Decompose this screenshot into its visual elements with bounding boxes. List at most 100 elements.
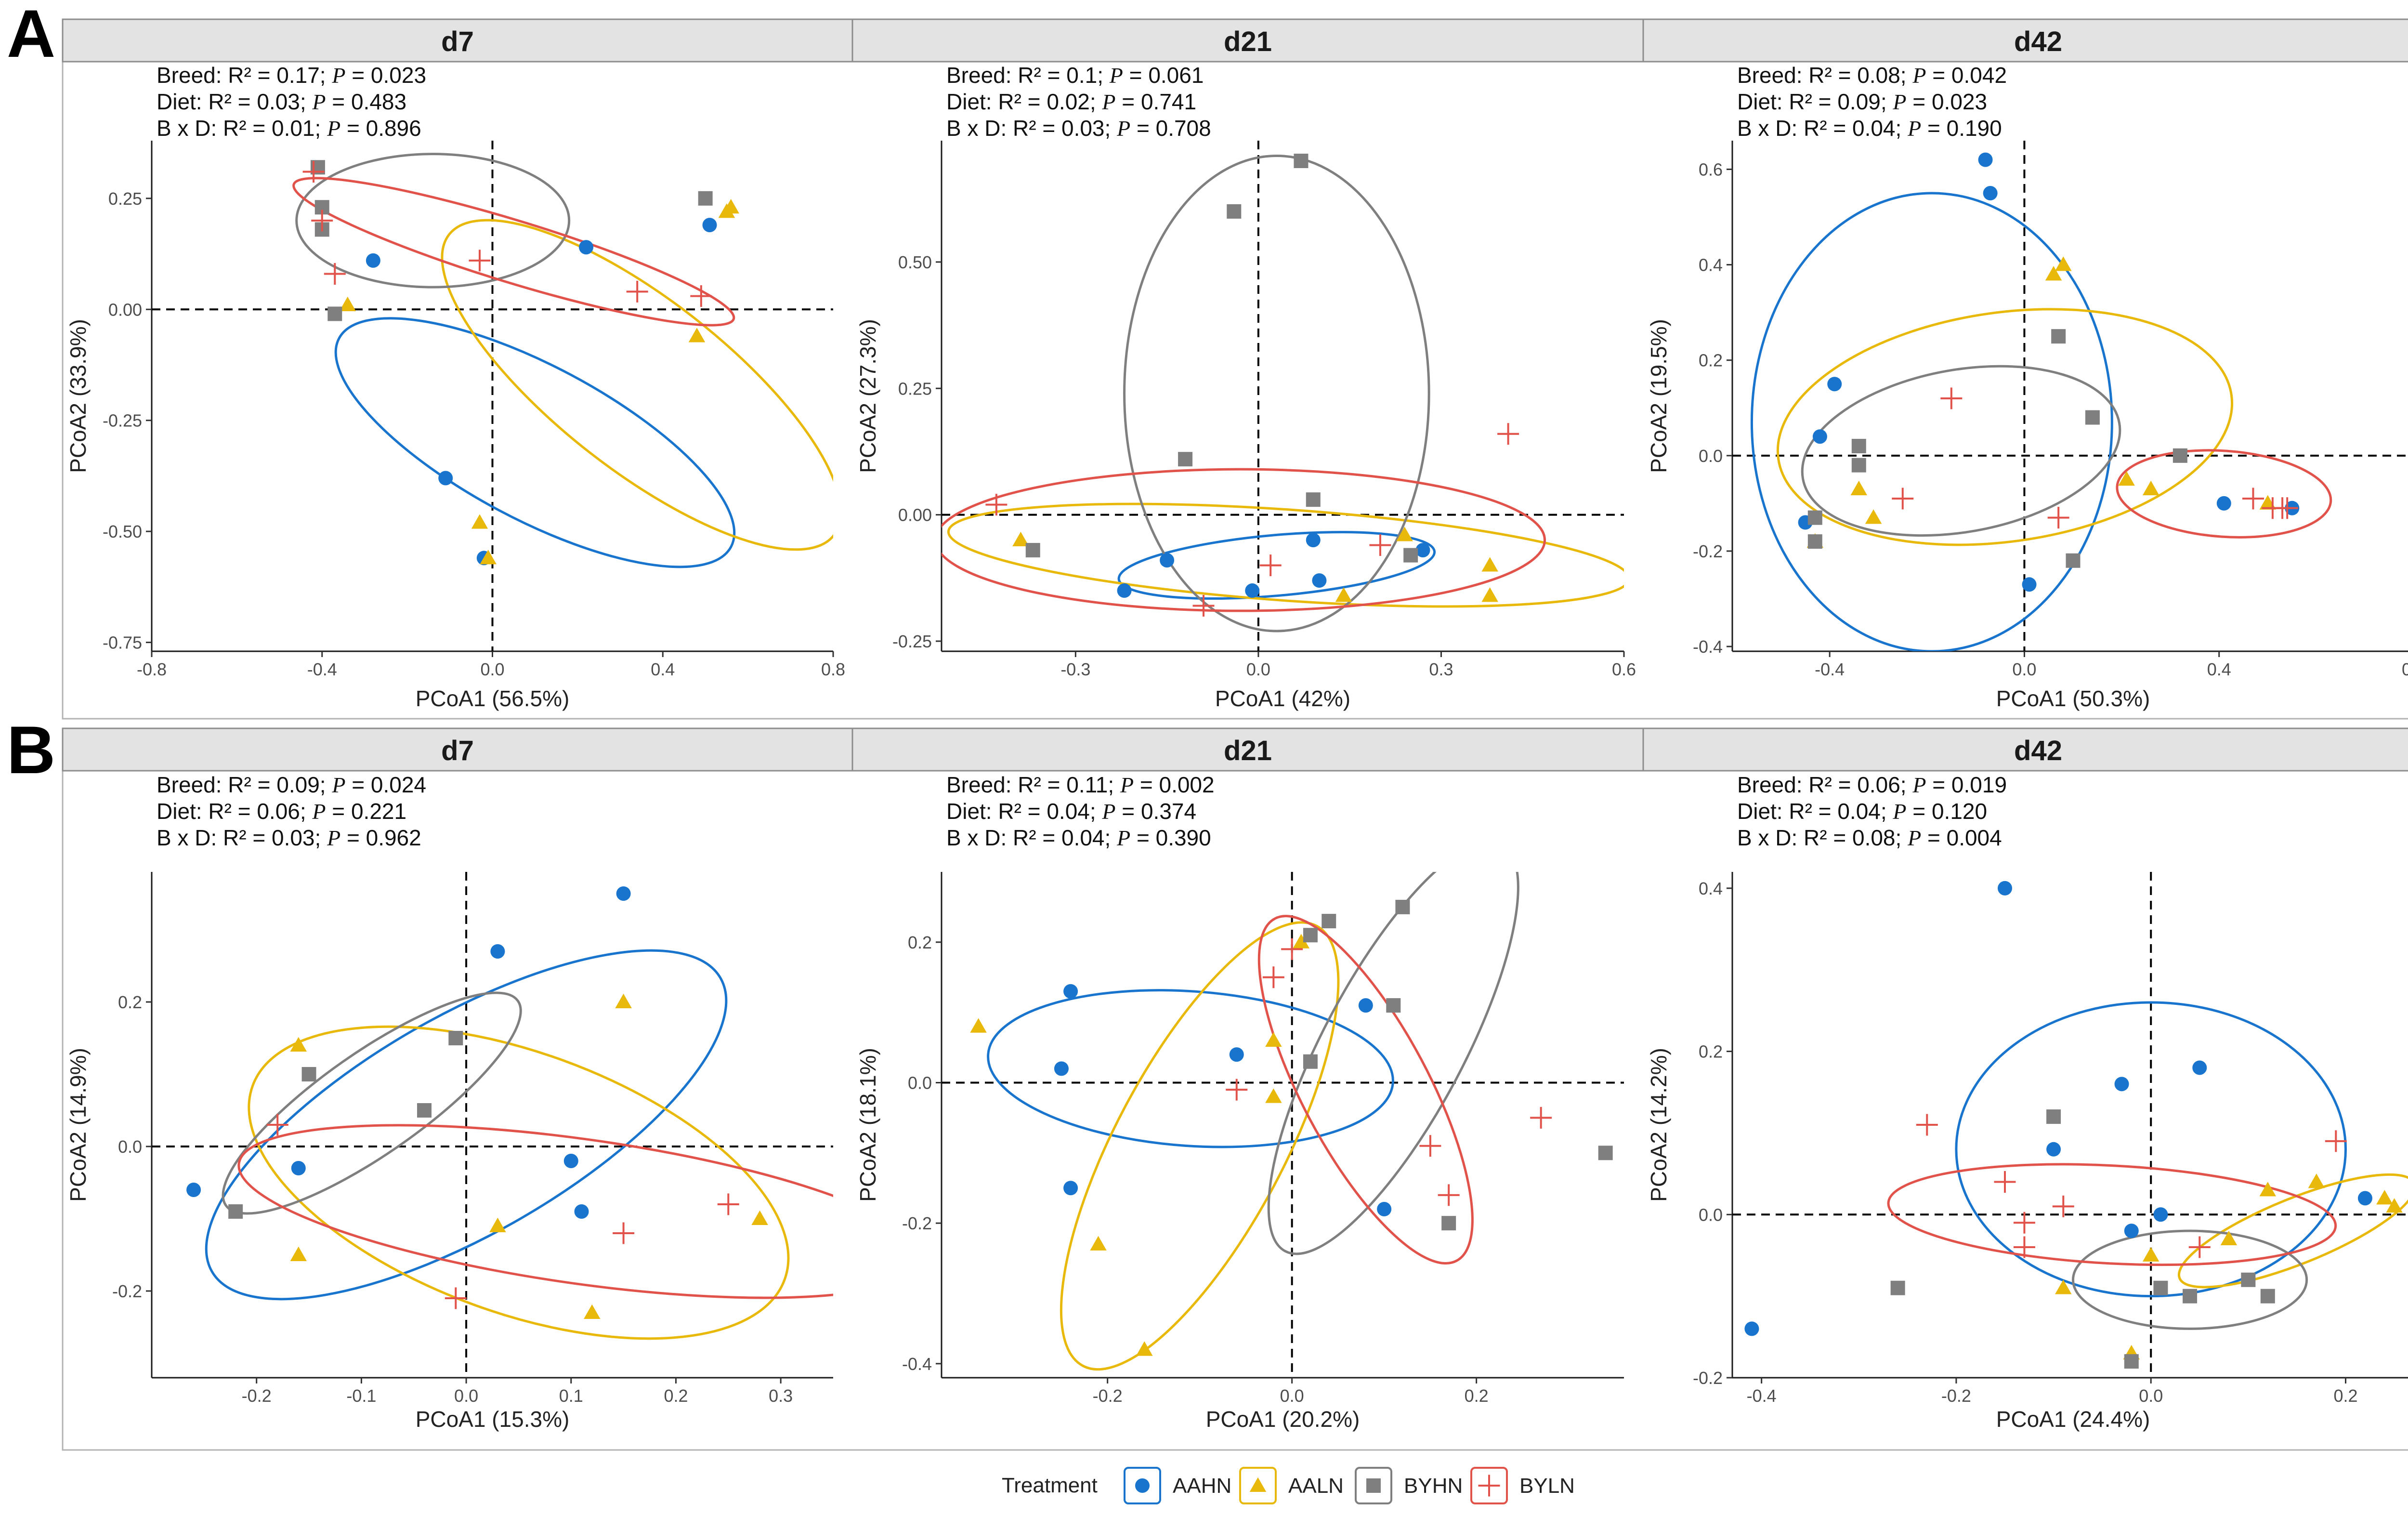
strip-header [62,18,853,63]
point-byhn [2172,448,2187,463]
ellipse-byhn [2072,1229,2308,1330]
point-byln [1262,966,1284,988]
point-aaln [339,296,356,311]
point-byln [2052,1195,2074,1217]
stat-prefix: B x D: R² = 0.03; [946,116,1117,141]
point-aaln [2220,1230,2238,1246]
stat-line: B x D: R² = 0.08; P = 0.004 [1737,825,2002,850]
point-byln [1281,938,1303,960]
legend-label-byln: BYLN [1519,1474,1575,1498]
stat-line: Diet: R² = 0.03; P = 0.483 [157,89,406,114]
y-tick-label: 0.50 [898,252,932,272]
stat-line: Breed: R² = 0.1; P = 0.061 [946,63,1204,88]
x-axis-title: PCoA1 (20.2%) [1206,1407,1360,1432]
y-tick-label: 0.2 [908,933,932,952]
stat-p-symbol: P [312,799,326,824]
point-byln [1226,1079,1248,1101]
x-tick-label: -0.2 [1093,1386,1123,1406]
x-axis-title: PCoA1 (24.4%) [1996,1407,2150,1432]
x-tick-label: 0.2 [2333,1386,2357,1406]
point-byhn [2066,553,2081,568]
point-aahn [490,944,505,959]
point-byhn [2085,410,2100,425]
stat-p-symbol: P [1101,799,1115,824]
point-aahn [1160,553,1175,568]
stat-p-symbol: P [1101,90,1115,114]
y-tick-label: -0.2 [112,1281,142,1301]
stat-suffix: = 0.483 [326,89,407,114]
point-byhn [228,1204,243,1219]
x-axis-title: PCoA1 (15.3%) [416,1407,570,1432]
stat-line: Diet: R² = 0.06; P = 0.221 [157,799,406,824]
point-byhn [1851,458,1866,473]
y-tick-label: -0.50 [103,522,142,541]
plot-area [1732,141,2408,651]
stat-prefix: B x D: R² = 0.08; [1737,825,1908,850]
stat-suffix: = 0.741 [1116,89,1197,114]
point-aaln [688,328,706,343]
stat-prefix: Diet: R² = 0.02; [946,89,1102,114]
point-byhn [327,306,342,321]
plot-area [152,141,833,651]
stat-p-symbol: P [331,773,345,797]
point-aaln [1481,557,1498,572]
point-byhn [1807,510,1822,525]
point-aaln [1850,480,1868,496]
y-tick-label: 0.25 [108,189,142,209]
point-aaln [1293,934,1310,949]
y-tick-label: -0.25 [892,632,932,651]
point-aaln [1396,527,1413,541]
x-tick-label: -0.2 [242,1386,272,1406]
stat-suffix: = 0.390 [1130,825,1211,850]
panel-letter-a: A [7,0,55,71]
plot-area [152,872,833,1378]
legend-marker-byln [1478,1475,1500,1497]
point-aaln [290,1246,307,1261]
point-byln [2013,1212,2035,1234]
point-byhn [1807,534,1822,549]
y-tick-label: 0.4 [1699,879,1723,898]
y-tick-label: 0.00 [108,300,142,319]
y-tick-label: -0.4 [902,1354,932,1374]
point-aaln [2142,1247,2159,1262]
point-byln [2188,1236,2211,1258]
stat-suffix: = 0.023 [345,63,426,88]
stat-prefix: B x D: R² = 0.04; [1737,116,1908,141]
y-axis-title: PCoA2 (14.9%) [65,1048,91,1202]
panel-title: d42 [2014,735,2062,766]
x-tick-label: 0.3 [1429,659,1453,679]
strip-header [1642,727,2408,772]
stat-prefix: Diet: R² = 0.04; [1737,799,1893,824]
point-aaln [2045,266,2062,281]
ellipse-aahn [1117,531,1436,600]
point-aahn [2192,1060,2207,1075]
y-axis-title: PCoA2 (18.1%) [855,1048,880,1202]
ellipse-byln [237,1124,833,1299]
point-aahn [366,253,380,268]
point-aahn [1744,1321,1759,1336]
stat-suffix: = 0.061 [1123,63,1204,88]
point-aahn [2046,1142,2061,1157]
point-aahn [1063,984,1078,999]
point-byhn [1025,543,1040,558]
point-aaln [2386,1198,2403,1213]
ellipse-byln [1257,915,1474,1265]
stat-line: Breed: R² = 0.11; P = 0.002 [946,772,1215,797]
y-tick-label: 0.6 [1699,159,1723,179]
stat-suffix: = 0.023 [1907,89,1988,114]
x-tick-label: 0.2 [664,1386,688,1406]
point-aaln [2055,1279,2072,1294]
ellipse-byhn [222,991,522,1215]
ellipse-aahn [205,949,728,1301]
y-tick-label: -0.25 [103,411,142,431]
point-aaln [2142,480,2159,496]
x-tick-label: -0.8 [137,659,167,679]
y-tick-label: -0.75 [103,633,142,653]
panel-title: d7 [441,26,474,57]
ellipse-aaln [248,1025,790,1340]
point-byln [717,1193,739,1215]
point-byln [2325,1130,2347,1152]
stat-line: Diet: R² = 0.09; P = 0.023 [1737,89,1987,114]
